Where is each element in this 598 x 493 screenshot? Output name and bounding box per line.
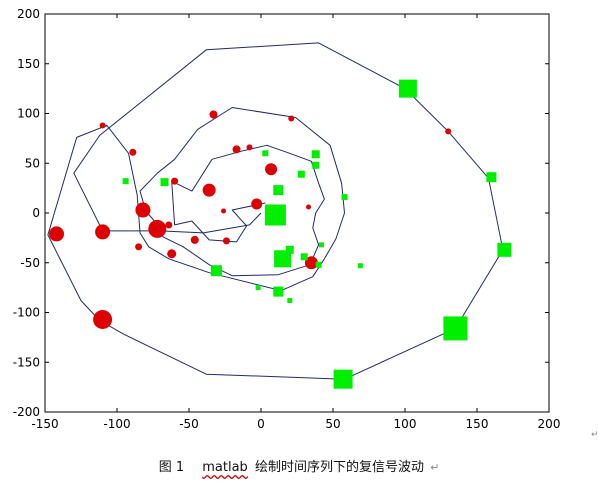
green-square-marker [273,286,284,297]
red-circle-marker [265,163,278,176]
y-tick-label: 150 [17,57,40,71]
red-circle-marker [129,148,137,156]
signal-trajectory-line [47,42,504,380]
green-square-marker [274,250,292,268]
x-axis: -150 -100 -50 0 50 100 150 200 [31,14,560,431]
green-square-marker [311,150,320,159]
caption-matlab-word: matlab [202,460,248,475]
red-circle-marker [135,243,143,251]
x-tick-label: 100 [394,417,417,431]
plot-area-frame [44,13,550,413]
red-circle-marker [171,177,179,185]
red-circle-marker [167,249,177,259]
x-tick-label: 0 [257,417,265,431]
red-circle-marker [304,256,318,270]
red-circle-marker [209,110,218,119]
caption-text: 绘制时间序列下的复信号波动 [254,460,424,475]
y-tick-label: -50 [20,256,40,270]
green-square-marker [122,178,129,185]
x-tick-label: -150 [31,417,58,431]
y-tick-label: -100 [13,306,40,320]
y-tick-label: 0 [32,206,40,220]
green-square-marker [285,245,294,254]
green-square-marker [297,170,305,178]
green-square-marker [300,253,308,261]
y-axis: -200 -150 -100 -50 0 50 100 150 200 [13,7,549,419]
red-circle-marker [251,198,263,210]
x-tick-label: 150 [466,417,489,431]
red-circle-marker [306,204,312,210]
green-square-marker [264,204,286,226]
x-tick-label: 50 [325,417,340,431]
red-circle-marker [95,224,111,240]
green-square-marker [315,261,322,268]
red-circle-marker [246,144,253,151]
green-square-marker [262,150,269,157]
x-tick-label: -50 [179,417,199,431]
y-tick-label: 100 [17,107,40,121]
green-square-marker [333,369,353,389]
green-square-marker [443,316,468,341]
green-square-marker [210,265,222,277]
green-square-marker [497,242,512,257]
red-circle-marker [93,309,113,329]
green-square-marker [312,161,320,169]
green-square-marker [273,185,284,196]
red-circle-marker [148,219,167,238]
x-tick-label: 200 [538,417,561,431]
red-circle-marker [165,221,173,229]
red-circle-marker [202,183,216,197]
green-square-marker [398,79,417,98]
red-circle-marker [445,128,452,135]
red-circle-marker [288,115,295,122]
y-tick-label: 50 [25,156,40,170]
y-tick-label: -200 [13,405,40,419]
figure-caption: 图 1 matlab 绘制时间序列下的复信号波动 ↵ [0,456,598,475]
red-circle-marker [135,202,151,218]
caption-figure-label: 图 1 [158,460,185,475]
green-square-marker [341,194,348,201]
green-square-marker [255,285,261,291]
green-square-marker [357,263,363,269]
paragraph-mark-icon: ↵ [430,461,440,474]
green-square-marker [486,172,497,183]
red-circle-marker [222,237,230,245]
red-circle-marker [232,145,241,154]
y-tick-label: -150 [13,355,40,369]
y-tick-label: 200 [17,7,40,21]
red-circle-marker [221,208,227,214]
paragraph-mark-icon: ↵ [591,430,598,440]
green-square-marker [160,178,169,187]
red-circle-marker [190,235,199,244]
green-square-marker [318,242,324,248]
green-square-marker [287,298,293,304]
x-tick-label: -100 [103,417,130,431]
red-circle-marker [49,226,65,242]
red-circle-marker [99,122,106,129]
